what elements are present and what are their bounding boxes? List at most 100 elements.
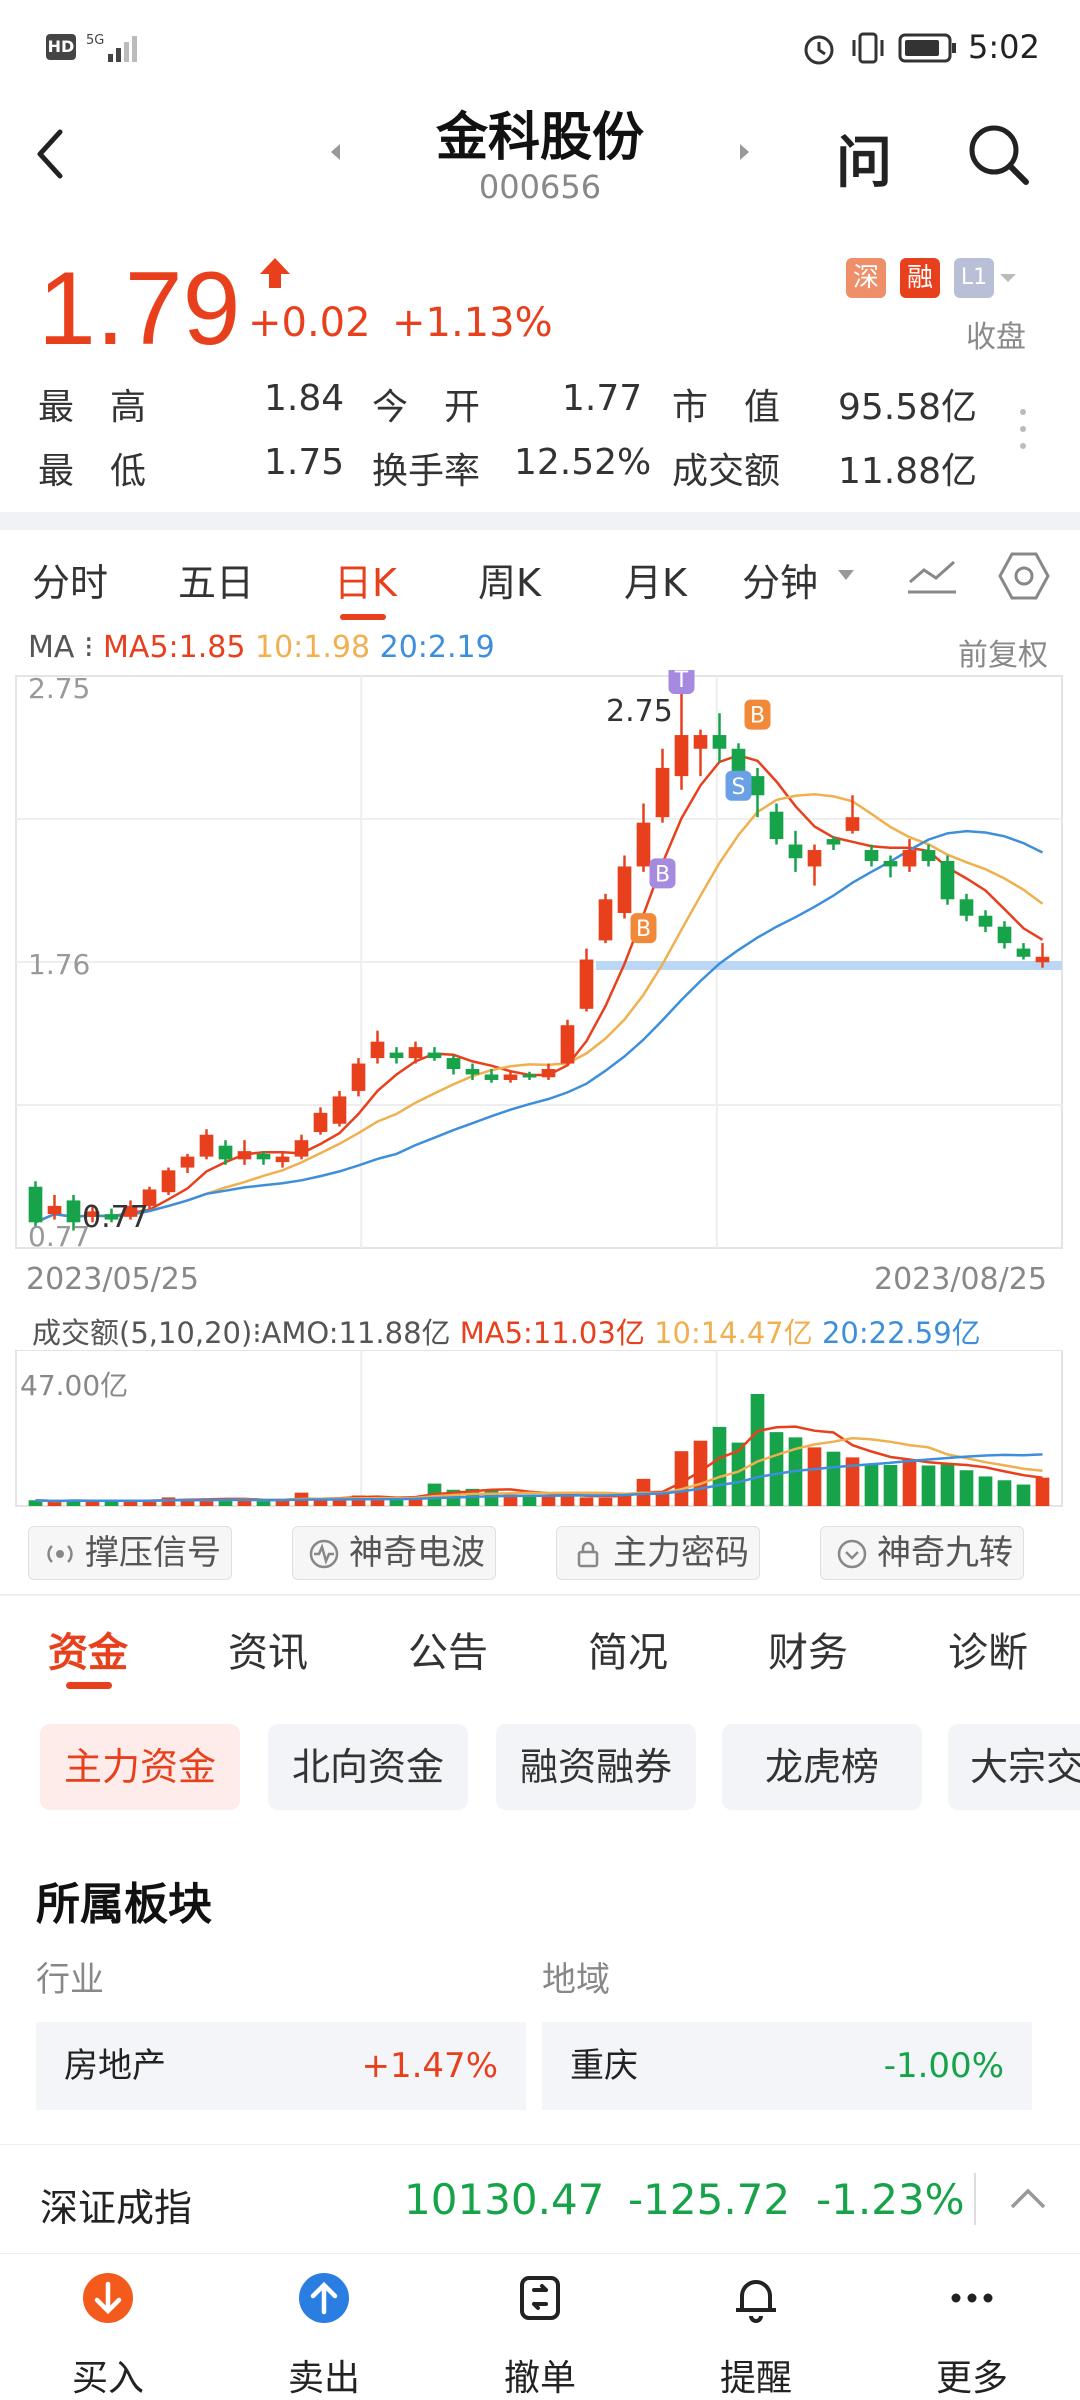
volume-bar bbox=[902, 1459, 917, 1506]
adjust-mode[interactable]: 前复权 bbox=[958, 638, 1048, 673]
volume-bar bbox=[997, 1480, 1012, 1506]
minute-dropdown-icon[interactable] bbox=[836, 568, 856, 582]
candle-body bbox=[313, 1112, 328, 1132]
industry-card[interactable]: 房地产 +1.47% bbox=[36, 2022, 526, 2110]
alert-button[interactable]: 提醒 bbox=[696, 2270, 816, 2400]
page-title: 金科股份 bbox=[435, 108, 644, 168]
buy-icon bbox=[83, 2273, 133, 2323]
chip-main-force-code[interactable]: 主力密码 bbox=[556, 1526, 760, 1580]
tab-diagnosis[interactable]: 诊断 bbox=[948, 1630, 1028, 1676]
market-status: 收盘 bbox=[966, 320, 1026, 355]
ma5-line bbox=[35, 753, 1044, 1224]
chip-support-resistance[interactable]: 撑压信号 bbox=[28, 1526, 232, 1580]
tab-intraday[interactable]: 分时 bbox=[32, 561, 109, 605]
candle-body bbox=[541, 1069, 556, 1078]
indicator-icon[interactable] bbox=[906, 556, 958, 596]
signal-marker bbox=[630, 913, 657, 944]
subtab-northbound[interactable]: 北向资金 bbox=[268, 1724, 468, 1810]
stat-value-amount: 11.88亿 bbox=[838, 451, 978, 492]
next-stock-icon[interactable] bbox=[734, 140, 754, 164]
candle-body bbox=[769, 811, 784, 840]
candle-body bbox=[617, 866, 632, 913]
prev-stock-icon[interactable] bbox=[326, 140, 346, 164]
subtab-main-funds[interactable]: 主力资金 bbox=[40, 1724, 240, 1810]
candle-body bbox=[351, 1063, 366, 1091]
back-icon[interactable] bbox=[30, 124, 70, 184]
svg-text:5G: 5G bbox=[86, 33, 104, 48]
candle-body bbox=[66, 1200, 81, 1223]
signal-marker-label: T bbox=[674, 670, 689, 693]
chip-label: 撑压信号 bbox=[85, 1533, 221, 1573]
settings-icon[interactable] bbox=[998, 550, 1050, 602]
cancel-order-button[interactable]: 撤单 bbox=[480, 2270, 600, 2400]
more-vertical-icon[interactable] bbox=[1016, 404, 1030, 454]
candle-body bbox=[465, 1069, 480, 1075]
volume-bar bbox=[769, 1432, 784, 1506]
ma20-line bbox=[35, 829, 1044, 1224]
subtab-block-trade[interactable]: 大宗交 bbox=[948, 1724, 1080, 1810]
candle-body bbox=[522, 1074, 537, 1078]
volume-bar bbox=[408, 1495, 423, 1506]
volume-bar bbox=[731, 1442, 746, 1506]
ask-button[interactable]: 问 bbox=[836, 131, 892, 196]
subtab-dragon-tiger[interactable]: 龙虎榜 bbox=[722, 1724, 922, 1810]
region-card[interactable]: 重庆 -1.00% bbox=[542, 2022, 1032, 2110]
chip-magic-nine[interactable]: 神奇九转 bbox=[820, 1526, 1024, 1580]
search-icon[interactable] bbox=[964, 120, 1034, 190]
tab-minute[interactable]: 分钟 bbox=[742, 561, 819, 605]
candle-body bbox=[484, 1074, 499, 1080]
chip-label: 主力密码 bbox=[613, 1533, 749, 1573]
region-change: -1.00% bbox=[883, 2046, 1004, 2086]
industry-name: 房地产 bbox=[64, 2046, 166, 2086]
level-badge[interactable]: L1 bbox=[954, 258, 994, 298]
tab-financials[interactable]: 财务 bbox=[768, 1630, 848, 1676]
date-end: 2023/08/25 bbox=[874, 1262, 1047, 1297]
index-change: -125.72 bbox=[628, 2175, 791, 2224]
more-button[interactable]: 更多 bbox=[912, 2270, 1032, 2400]
tab-daily-k[interactable]: 日K bbox=[334, 561, 397, 605]
tab-five-day[interactable]: 五日 bbox=[178, 561, 255, 605]
sector-title: 所属板块 bbox=[36, 1879, 212, 1930]
signal-marker bbox=[649, 858, 676, 889]
tab-funds[interactable]: 资金 bbox=[48, 1630, 128, 1676]
chevron-down-icon[interactable] bbox=[996, 270, 1020, 286]
chevron-up-icon[interactable] bbox=[1008, 2185, 1048, 2213]
tab-news[interactable]: 资讯 bbox=[228, 1630, 308, 1676]
clock: 5:02 bbox=[968, 28, 1040, 66]
volume-bar bbox=[389, 1497, 404, 1506]
battery-icon bbox=[898, 33, 956, 63]
stat-value-mktcap: 95.58亿 bbox=[838, 387, 978, 428]
candle-body bbox=[655, 767, 670, 818]
candle-body bbox=[997, 926, 1012, 944]
sell-button[interactable]: 卖出 bbox=[264, 2270, 384, 2400]
candle-body bbox=[1016, 948, 1031, 957]
candle-body bbox=[294, 1140, 309, 1157]
volume-bar bbox=[218, 1498, 233, 1506]
y-axis-low-label: 0.77 bbox=[28, 1220, 91, 1253]
candle-body bbox=[28, 1186, 43, 1223]
tab-monthly-k[interactable]: 月K bbox=[624, 561, 687, 605]
subtab-margin[interactable]: 融资融券 bbox=[496, 1724, 696, 1810]
buy-button[interactable]: 买入 bbox=[48, 2270, 168, 2400]
alarm-icon bbox=[804, 35, 834, 65]
volume-chart[interactable] bbox=[0, 1350, 1080, 1510]
tab-profile[interactable]: 简况 bbox=[588, 1630, 668, 1676]
sell-icon bbox=[299, 2273, 349, 2323]
signal-marker bbox=[725, 770, 752, 801]
candlestick-chart[interactable]: T B S B B bbox=[0, 670, 1080, 1260]
region-name: 重庆 bbox=[570, 2046, 638, 2086]
volume-amo: ⁝AMO:11.88亿 bbox=[252, 1316, 451, 1350]
volume-bar bbox=[921, 1465, 936, 1506]
chip-magic-wave[interactable]: 神奇电波 bbox=[292, 1526, 496, 1580]
up-arrow-icon bbox=[260, 258, 290, 288]
tab-announcements[interactable]: 公告 bbox=[408, 1630, 488, 1676]
volume-bar bbox=[978, 1476, 993, 1506]
candle-body bbox=[104, 1214, 119, 1220]
candle-body bbox=[237, 1151, 252, 1160]
signal-marker bbox=[744, 699, 771, 730]
index-ticker[interactable]: 深证成指 10130.47 -125.72 -1.23% bbox=[0, 2144, 1080, 2254]
candle-body bbox=[921, 850, 936, 861]
tab-weekly-k[interactable]: 周K bbox=[478, 561, 541, 605]
hd-icon: HD bbox=[46, 34, 76, 60]
wave-icon bbox=[309, 1539, 339, 1569]
